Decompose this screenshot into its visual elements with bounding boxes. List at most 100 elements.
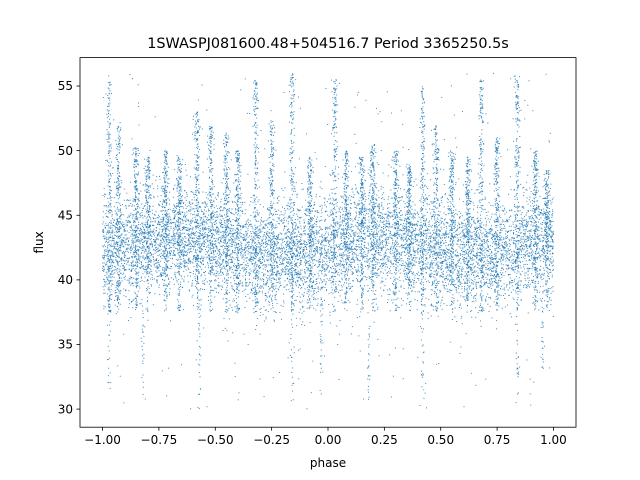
- data-point: [291, 210, 293, 212]
- data-point: [407, 221, 409, 223]
- data-point: [406, 262, 408, 264]
- data-point: [326, 289, 328, 291]
- data-point: [159, 249, 161, 251]
- data-point: [473, 288, 475, 290]
- data-point: [365, 226, 367, 228]
- data-point: [255, 291, 257, 293]
- data-point: [257, 253, 259, 255]
- data-point: [508, 242, 510, 244]
- data-point: [304, 234, 306, 236]
- data-point: [398, 270, 400, 272]
- data-point: [488, 279, 490, 281]
- data-point: [273, 283, 275, 285]
- data-point: [262, 265, 264, 267]
- data-point: [388, 271, 390, 273]
- data-point: [533, 244, 535, 246]
- data-point: [461, 282, 463, 284]
- data-point: [301, 255, 303, 257]
- data-point: [359, 285, 361, 287]
- data-point: [227, 231, 229, 233]
- data-point: [500, 239, 502, 241]
- data-point: [476, 218, 478, 220]
- data-point: [382, 240, 384, 242]
- data-point: [182, 252, 184, 254]
- data-point: [313, 226, 315, 228]
- data-point: [248, 224, 250, 226]
- data-point: [190, 222, 192, 224]
- data-point: [416, 240, 418, 242]
- data-point: [315, 238, 317, 240]
- data-point: [443, 234, 445, 236]
- data-point: [424, 214, 426, 216]
- data-point: [174, 271, 176, 273]
- data-point: [470, 263, 472, 265]
- data-point: [178, 243, 180, 245]
- data-point: [148, 231, 150, 233]
- data-point: [532, 210, 534, 212]
- data-point: [500, 285, 502, 287]
- data-point: [397, 196, 399, 198]
- data-point: [293, 255, 295, 257]
- data-point: [538, 269, 540, 271]
- data-point: [455, 249, 457, 251]
- data-point: [201, 211, 203, 212]
- data-point: [273, 278, 275, 280]
- data-point: [482, 271, 484, 273]
- data-point: [178, 254, 180, 256]
- data-point: [245, 284, 247, 286]
- data-point: [255, 235, 257, 237]
- data-point: [207, 256, 209, 258]
- data-point: [349, 264, 351, 266]
- data-point: [264, 273, 266, 275]
- data-point: [308, 264, 310, 266]
- data-point: [247, 236, 249, 238]
- data-point: [374, 251, 376, 253]
- data-point: [110, 256, 112, 258]
- data-point: [315, 260, 317, 262]
- data-point: [155, 247, 157, 249]
- data-point: [549, 269, 551, 271]
- data-point: [107, 251, 109, 253]
- data-point: [347, 250, 349, 252]
- data-point: [207, 235, 209, 237]
- data-point: [269, 222, 271, 224]
- data-point: [435, 207, 437, 209]
- data-point: [459, 247, 461, 249]
- data-point: [300, 302, 302, 304]
- data-point: [441, 217, 443, 219]
- data-point: [266, 281, 268, 283]
- data-point: [538, 251, 540, 253]
- data-point: [118, 253, 120, 255]
- data-point: [438, 215, 440, 217]
- data-point: [471, 267, 473, 269]
- data-point: [400, 317, 402, 319]
- data-point: [197, 261, 199, 263]
- data-point: [224, 242, 226, 244]
- data-point: [240, 280, 242, 282]
- data-point: [441, 265, 443, 267]
- data-point: [254, 216, 256, 218]
- data-point: [511, 316, 513, 318]
- data-point: [340, 236, 342, 238]
- data-point: [542, 273, 543, 275]
- data-point: [506, 268, 508, 270]
- data-point: [470, 252, 472, 254]
- data-point: [381, 241, 383, 243]
- data-point: [332, 252, 334, 254]
- data-point: [137, 236, 139, 238]
- data-point: [222, 231, 224, 233]
- data-point: [270, 253, 272, 255]
- data-point: [504, 248, 506, 250]
- data-point: [181, 243, 183, 245]
- data-point: [195, 230, 197, 232]
- data-point: [124, 228, 126, 230]
- data-point: [114, 265, 116, 267]
- data-point: [294, 260, 296, 262]
- data-point: [155, 217, 157, 219]
- data-point: [485, 263, 487, 265]
- data-point: [184, 260, 186, 262]
- data-point: [343, 271, 345, 273]
- data-point: [380, 259, 382, 261]
- data-point: [340, 242, 342, 244]
- data-point: [252, 288, 254, 290]
